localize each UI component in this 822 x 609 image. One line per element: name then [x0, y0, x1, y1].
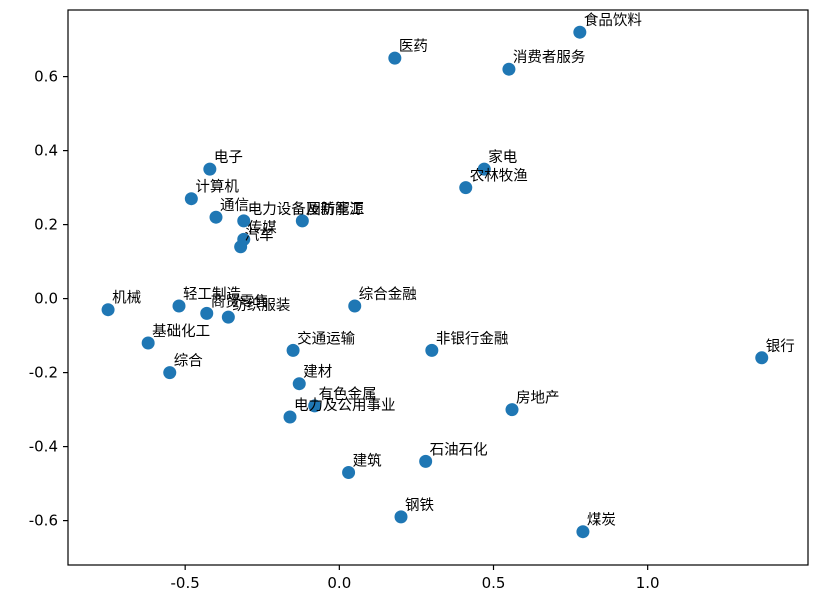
data-point-label: 轻工制造 [183, 286, 241, 303]
data-point [221, 310, 235, 324]
data-point [209, 210, 223, 224]
y-axis-tick-label: 0.0 [34, 290, 58, 308]
data-point-label: 消费者服务 [513, 49, 586, 66]
data-point [283, 410, 297, 424]
x-axis-tick-label: 0.0 [327, 574, 351, 592]
x-axis-tick-label: 1.0 [636, 574, 660, 592]
data-point [101, 303, 115, 317]
data-point-label: 交通运输 [297, 329, 355, 347]
data-point-label: 传媒 [248, 219, 277, 236]
data-point-label: 非银行金融 [436, 330, 509, 347]
data-point-label: 石油石化 [430, 441, 488, 458]
data-point-label: 农林牧渔 [470, 168, 528, 185]
data-point-label: 通信 [220, 197, 249, 214]
data-point [141, 336, 155, 350]
data-point-label: 综合金融 [359, 286, 417, 303]
data-point [425, 343, 439, 357]
x-axis-tick-label: 0.5 [482, 574, 506, 592]
y-axis-tick-label: -0.6 [29, 512, 58, 530]
data-point [295, 214, 309, 228]
data-point [292, 377, 306, 391]
data-point [234, 240, 248, 254]
y-axis-tick-label: 0.2 [34, 216, 58, 234]
data-point [502, 62, 516, 76]
data-point-label: 综合 [174, 353, 203, 370]
data-point [394, 510, 408, 524]
data-point-label: 基础化工 [152, 323, 210, 340]
data-point [576, 525, 590, 539]
data-point-label: 房地产 [516, 390, 560, 407]
x-axis-tick-label: -0.5 [171, 574, 200, 592]
data-point-label: 纺织服装 [232, 297, 290, 314]
data-point [348, 299, 362, 313]
y-axis-tick-label: 0.4 [34, 142, 58, 160]
data-point [237, 214, 251, 228]
data-point [308, 399, 322, 413]
data-point-label: 电力设备及新能源 [248, 201, 364, 218]
data-point [388, 51, 402, 65]
data-point-label: 银行 [766, 338, 795, 355]
y-axis-tick-label: 0.6 [34, 68, 58, 86]
data-point-label: 机械 [112, 290, 141, 307]
data-point-label: 家电 [488, 149, 517, 166]
data-point [286, 343, 300, 357]
data-point-label: 商贸零售 [211, 293, 269, 310]
data-point [573, 25, 587, 39]
data-point [342, 466, 356, 479]
axes-frame [67, 9, 809, 566]
data-point [459, 181, 473, 195]
data-point [200, 306, 214, 320]
data-point-label: 建材 [303, 364, 332, 381]
data-point [203, 162, 217, 176]
data-point [419, 454, 433, 468]
data-point [477, 162, 491, 176]
data-point-label: 电子 [214, 149, 243, 166]
data-point-label: 食品饮料 [584, 12, 642, 29]
data-point [755, 351, 769, 365]
data-point-label: 建筑 [353, 453, 382, 470]
y-axis-tick-label: -0.4 [29, 438, 58, 456]
data-point-label: 医药 [399, 38, 428, 55]
data-point-label: 钢铁 [405, 497, 434, 514]
data-point-label: 电力及公用事业 [294, 397, 396, 414]
data-point-label: 煤炭 [587, 512, 616, 529]
data-point-label: 有色金属 [319, 386, 377, 403]
data-point-label: 国防军工 [306, 201, 364, 218]
data-point [184, 192, 198, 206]
data-point [163, 366, 177, 380]
data-point-label: 计算机 [195, 179, 239, 196]
data-point-label: 汽车 [245, 227, 274, 244]
data-point [172, 299, 186, 313]
data-point [505, 403, 519, 417]
y-axis-tick-label: -0.2 [29, 364, 58, 382]
